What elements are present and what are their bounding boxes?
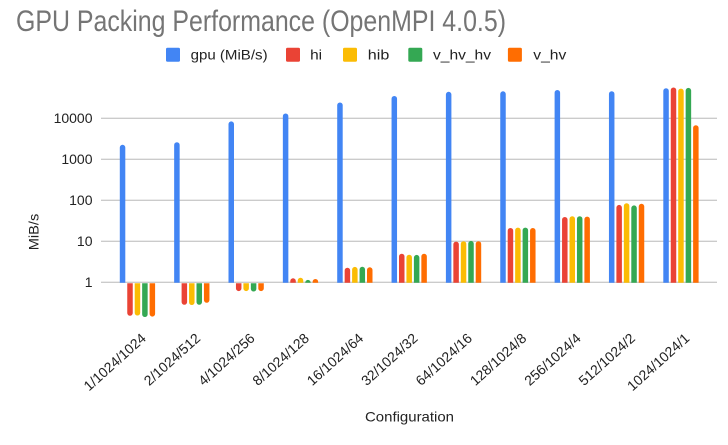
svg-text:MiB/s: MiB/s xyxy=(26,214,42,251)
svg-text:1: 1 xyxy=(85,274,93,290)
svg-text:Configuration: Configuration xyxy=(365,409,454,425)
svg-text:100: 100 xyxy=(69,192,93,208)
svg-text:1000: 1000 xyxy=(61,151,92,167)
svg-text:hi: hi xyxy=(310,47,322,63)
svg-text:10: 10 xyxy=(77,233,93,249)
svg-text:v_hv_hv: v_hv_hv xyxy=(433,47,491,63)
svg-text:10000: 10000 xyxy=(54,110,93,126)
svg-text:GPU Packing Performance (OpenM: GPU Packing Performance (OpenMPI 4.0.5) xyxy=(16,5,506,38)
svg-text:v_hv: v_hv xyxy=(533,47,566,63)
svg-text:hib: hib xyxy=(368,47,390,63)
svg-text:gpu (MiB/s): gpu (MiB/s) xyxy=(191,47,268,63)
